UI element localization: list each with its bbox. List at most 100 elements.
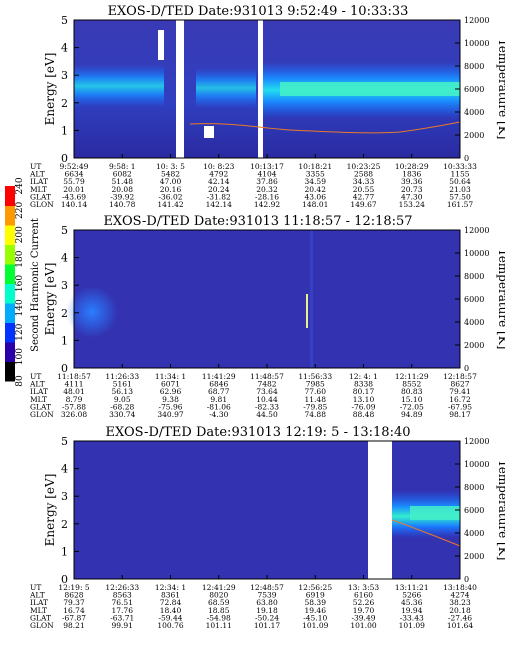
y-tick-label: 4	[61, 463, 68, 476]
table-cell: 50.64	[449, 177, 471, 186]
panel-2-spectrogram	[66, 230, 460, 368]
table-cell: 10:23:25	[347, 162, 381, 171]
table-cell: 10:13:17	[250, 162, 284, 171]
panel-2-yaxis: 0 1 2 3 4 5 0 2000 4000 6000 8000 10000 12000	[61, 224, 489, 375]
table-cell: 73.64	[256, 387, 278, 396]
table-row-label: GLAT	[30, 613, 51, 622]
panel-1-band-core	[280, 82, 460, 96]
table-cell: -67.87	[62, 613, 86, 622]
table-row-label: ALT	[29, 591, 45, 600]
y-tick-label: 1	[61, 124, 68, 137]
table-cell: 8338	[354, 380, 373, 389]
table-cell: 1836	[402, 170, 421, 179]
table-cell: 47.30	[401, 192, 423, 201]
table-cell: -67.95	[448, 402, 472, 411]
y2-tick-label: 4000	[464, 529, 484, 538]
table-cell: -72.05	[400, 402, 424, 411]
table-row-label: ILAT	[30, 387, 48, 396]
table-cell: -31.82	[207, 192, 231, 201]
colorbar-swatch	[5, 225, 15, 245]
table-cell: 340.97	[157, 410, 183, 419]
table-cell: 74.88	[305, 410, 327, 419]
panel-1-spectrogram	[74, 20, 461, 158]
y2-tick-label: 4000	[464, 108, 484, 117]
table-cell: -39.92	[110, 192, 134, 201]
table-cell: 9:58: 1	[109, 162, 136, 171]
table-cell: 79.41	[449, 387, 470, 396]
table-cell: -39.49	[351, 613, 375, 622]
table-cell: 6634	[64, 170, 83, 179]
table-cell: 11:34: 1	[155, 372, 186, 381]
y2-tick-label: 10000	[464, 460, 489, 469]
panel-2-ylabel: Energy [eV]	[43, 263, 57, 336]
table-cell: 4111	[64, 380, 83, 389]
table-cell: 10.44	[256, 395, 278, 404]
table-cell: 13: 3:53	[348, 583, 380, 592]
table-cell: 10:18:21	[298, 162, 332, 171]
panel-1-gap-2	[258, 20, 263, 158]
table-cell: 13.10	[353, 395, 375, 404]
y2-tick-label: 12000	[464, 226, 489, 235]
table-cell: 9.05	[114, 395, 131, 404]
table-cell: 76.51	[112, 598, 133, 607]
table-cell: 45.36	[401, 598, 423, 607]
panel-1-band-mid	[196, 68, 256, 108]
y2-tick-label: 6000	[464, 295, 484, 304]
table-cell: 149.67	[350, 200, 376, 209]
table-cell: -27.46	[448, 613, 472, 622]
table-cell: 140.78	[109, 200, 135, 209]
table-cell: -54.98	[207, 613, 231, 622]
table-cell: -76.09	[351, 402, 375, 411]
colorbar-swatch	[5, 303, 15, 323]
table-cell: -63.71	[110, 613, 134, 622]
panel-3-ylabel: Energy [eV]	[43, 474, 57, 547]
colorbar-tick-label: 120	[15, 323, 25, 340]
table-cell: 8361	[161, 591, 180, 600]
colorbar-swatch	[5, 186, 15, 206]
y-tick-label: 3	[61, 279, 68, 292]
table-cell: -82.33	[255, 402, 279, 411]
table-cell: 12:19: 5	[58, 583, 90, 592]
colorbar-swatch	[5, 264, 15, 284]
table-cell: 8563	[113, 591, 132, 600]
colorbar-tick-label: 160	[15, 275, 25, 292]
table-cell: -43.69	[62, 192, 86, 201]
table-cell: 20.01	[63, 185, 84, 194]
colorbar-label: Second Harmonic Current	[30, 218, 41, 352]
panel-1-ylabel: Energy [eV]	[43, 53, 57, 126]
table-cell: 42.77	[353, 192, 375, 201]
table-cell: 9.38	[162, 395, 179, 404]
panel-3-title: EXOS-D/TED Date:931013 12:19: 5 - 13:18:…	[106, 425, 411, 440]
panel-1-band-left	[74, 65, 164, 107]
table-cell: 5266	[402, 591, 421, 600]
y2-tick-label: 8000	[464, 272, 484, 281]
table-cell: 12:18:57	[443, 372, 477, 381]
table-cell: 15.10	[401, 395, 423, 404]
y2-tick-label: 12000	[464, 16, 489, 25]
table-cell: 34.33	[353, 177, 375, 186]
table-cell: 4104	[257, 170, 276, 179]
table-cell: 43.06	[305, 192, 327, 201]
table-cell: 20.08	[112, 185, 134, 194]
table-cell: -33.43	[400, 613, 424, 622]
table-cell: 8627	[450, 380, 469, 389]
table-row-label: ALT	[29, 380, 45, 389]
table-cell: 10: 3: 5	[156, 162, 185, 171]
panel-2: EXOS-D/TED Date:931013 11:18:57 - 12:18:…	[29, 214, 505, 419]
panel-3: EXOS-D/TED Date:931013 12:19: 5 - 13:18:…	[29, 425, 505, 630]
table-cell: 2588	[354, 170, 373, 179]
y2-tick-label: 4000	[464, 318, 484, 327]
panel-2-background	[74, 230, 460, 368]
table-cell: 80.17	[353, 387, 375, 396]
table-cell: 11:56:33	[298, 372, 332, 381]
colorbar-swatch	[5, 244, 15, 265]
table-cell: 48.01	[63, 387, 84, 396]
table-cell: 57.50	[449, 192, 471, 201]
y-tick-label: 1	[61, 545, 68, 558]
table-cell: 47.00	[160, 177, 182, 186]
table-cell: 20.18	[449, 606, 471, 615]
panel-1: EXOS-D/TED Date:931013 9:52:49 - 10:33:3…	[29, 4, 505, 209]
table-cell: 18.40	[160, 606, 182, 615]
panel-1-yaxis: 0 1 2 3 4 5 0 2000 4000 6000 8000 10000 12000	[61, 14, 489, 165]
